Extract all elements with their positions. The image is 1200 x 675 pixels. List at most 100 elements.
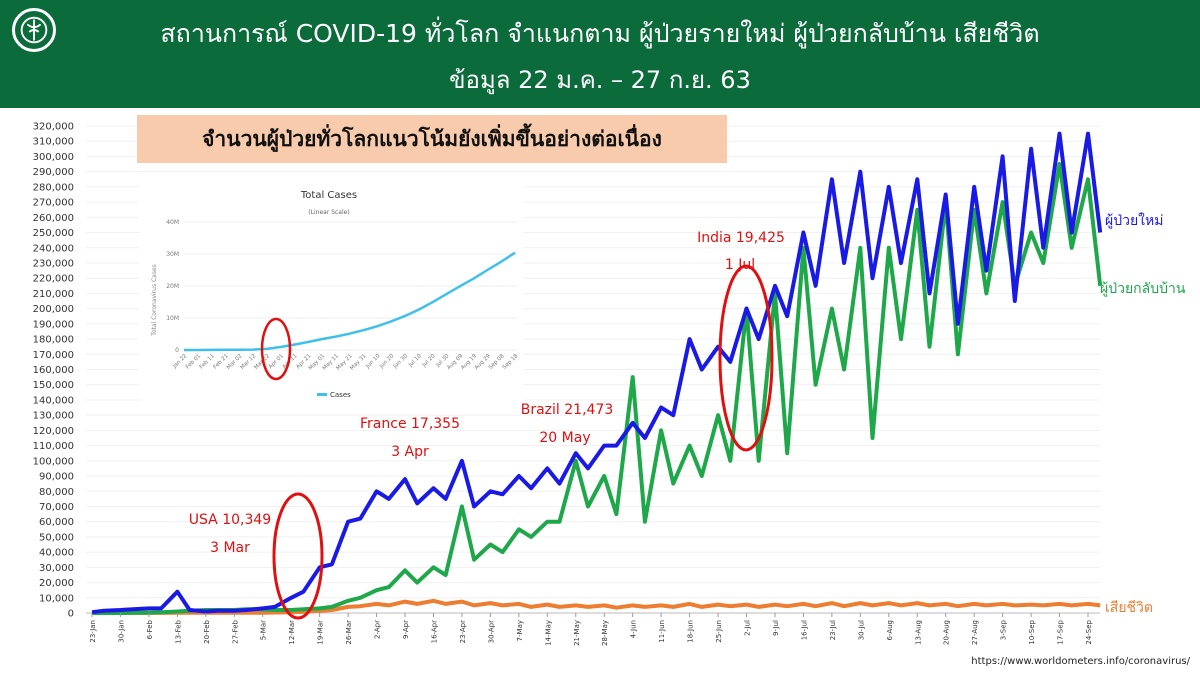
inset-y-tick-label: 30M [166, 251, 179, 258]
callout-banner: จำนวนผู้ป่วยทั่วโลกแนวโน้มยังเพิ่มขึ้นอย… [137, 115, 727, 163]
x-tick-label: 12-Mar [288, 620, 296, 645]
annotation-india-label: India 19,425 [697, 230, 785, 246]
y-tick-label: 40,000 [39, 548, 74, 559]
y-tick-label: 50,000 [39, 532, 74, 543]
x-tick-label: 20-Feb [203, 619, 211, 643]
y-tick-label: 100,000 [33, 456, 74, 467]
y-tick-label: 220,000 [33, 274, 74, 285]
inset-ylabel: Total Coronavirus Cases [151, 264, 158, 337]
x-tick-label: 19-Mar [317, 620, 325, 645]
y-tick-label: 190,000 [33, 319, 74, 330]
source-link[interactable]: https://www.worldometers.info/coronaviru… [971, 656, 1190, 667]
y-tick-label: 0 [68, 609, 74, 620]
usa-highlight-ellipse [272, 492, 324, 620]
x-tick-label: 30-Jul [857, 620, 865, 640]
annotation-france-label: France 17,355 [360, 416, 460, 432]
x-tick-label: 4-Jun [630, 620, 638, 638]
inset-legend-cases: Cases [330, 391, 351, 399]
x-tick-label: 7-May [516, 620, 524, 641]
y-tick-label: 290,000 [33, 167, 74, 178]
y-tick-label: 70,000 [39, 502, 74, 513]
y-tick-label: 230,000 [33, 258, 74, 269]
y-tick-label: 240,000 [33, 243, 74, 254]
y-tick-label: 180,000 [33, 335, 74, 346]
x-tick-label: 21-May [573, 620, 581, 646]
page-subtitle: ข้อมูล 22 ม.ค. – 27 ก.ย. 63 [449, 66, 751, 94]
x-tick-label: 5-Mar [260, 620, 268, 640]
y-tick-label: 250,000 [33, 228, 74, 239]
y-tick-label: 260,000 [33, 213, 74, 224]
x-tick-label: 2-Apr [374, 620, 382, 639]
y-tick-label: 30,000 [39, 563, 74, 574]
y-tick-label: 80,000 [39, 487, 74, 498]
inset-x-tick-label: Jul 20 [421, 353, 437, 369]
inset-x-tick-label: Sep 18 [502, 353, 520, 371]
y-tick-label: 150,000 [33, 380, 74, 391]
x-tick-label: 18-Jun [687, 620, 695, 643]
x-tick-label: 26-Mar [345, 620, 353, 645]
y-tick-label: 110,000 [33, 441, 74, 452]
x-tick-label: 30-Jan [117, 620, 125, 643]
x-tick-label: 9-Jul [772, 620, 780, 636]
y-tick-label: 270,000 [33, 198, 74, 209]
page-title: สถานการณ์ COVID-19 ทั่วโลก จำแนกตาม ผู้ป… [160, 19, 1040, 48]
y-tick-label: 280,000 [33, 182, 74, 193]
x-tick-label: 6-Aug [886, 620, 894, 641]
x-tick-label: 10-Sep [1028, 619, 1036, 644]
annotation-india-date: 1 Jul [725, 257, 755, 273]
x-tick-label: 2-Jul [744, 620, 752, 636]
series-line-deaths [92, 598, 1101, 615]
x-tick-label: 25-Jun [715, 620, 723, 643]
inset-title: Total Cases [300, 190, 357, 201]
header: สถานการณ์ COVID-19 ทั่วโลก จำแนกตาม ผู้ป… [0, 0, 1200, 108]
x-tick-label: 27-Feb [231, 619, 239, 643]
x-tick-label: 16-Jul [800, 620, 808, 640]
x-tick-label: 30-Apr [487, 620, 495, 644]
series-line-new-cases [91, 131, 1103, 615]
y-tick-label: 200,000 [33, 304, 74, 315]
y-tick-label: 60,000 [39, 517, 74, 528]
x-tick-label: 20-Aug [943, 620, 951, 645]
inset-subtitle: (Linear Scale) [308, 209, 349, 216]
legend-new-cases: ผู้ป่วยใหม่ [1105, 212, 1163, 229]
y-tick-label: 20,000 [39, 578, 74, 589]
annotation-brazil-label: Brazil 21,473 [521, 402, 614, 418]
inset-y-tick-label: 10M [166, 315, 179, 322]
legend-recovered: ผู้ป่วยกลับบ้าน [1100, 281, 1186, 297]
x-tick-label: 13-Feb [174, 619, 182, 643]
ministry-logo [12, 8, 56, 52]
india-highlight-ellipse [718, 264, 774, 452]
annotation-france-date: 3 Apr [391, 444, 429, 460]
x-tick-label: 23-Jan [89, 620, 97, 643]
x-tick-label: 16-Apr [430, 620, 438, 644]
y-tick-label: 170,000 [33, 350, 74, 361]
x-tick-label: 9-Apr [402, 620, 410, 639]
inset-total-cases-chart: Total Cases (Linear Scale) Total Coronav… [139, 180, 524, 402]
annotation-usa-label: USA 10,349 [189, 512, 271, 528]
inset-x-tick-label: Jun 20 [378, 353, 396, 371]
inset-x-tick-label: Jun 10 [364, 353, 382, 371]
annotation-brazil-date: 20 May [539, 430, 590, 446]
x-tick-label: 14-May [544, 620, 552, 646]
y-tick-label: 160,000 [33, 365, 74, 376]
inset-y-tick-label: 40M [166, 219, 179, 226]
inset-y-tick-label: 20M [166, 283, 179, 290]
y-tick-label: 140,000 [33, 395, 74, 406]
y-tick-label: 310,000 [33, 137, 74, 148]
x-tick-label: 6-Feb [146, 619, 154, 639]
x-tick-label: 23-Jul [829, 620, 837, 640]
x-tick-label: 3-Sep [1000, 619, 1008, 640]
inset-legend-swatch [317, 393, 327, 396]
y-tick-label: 130,000 [33, 411, 74, 422]
x-tick-label: 28-May [601, 620, 609, 646]
y-tick-label: 10,000 [39, 593, 74, 604]
x-tick-label: 27-Aug [971, 620, 979, 645]
inset-y-tick-label: 0 [175, 347, 179, 354]
y-tick-label: 90,000 [39, 472, 74, 483]
y-tick-label: 210,000 [33, 289, 74, 300]
annotation-usa-date: 3 Mar [210, 540, 250, 556]
inset-cases-line [184, 251, 516, 352]
y-tick-label: 320,000 [33, 122, 74, 133]
legend-deaths: เสียชีวิต [1105, 600, 1153, 616]
y-tick-label: 300,000 [33, 152, 74, 163]
